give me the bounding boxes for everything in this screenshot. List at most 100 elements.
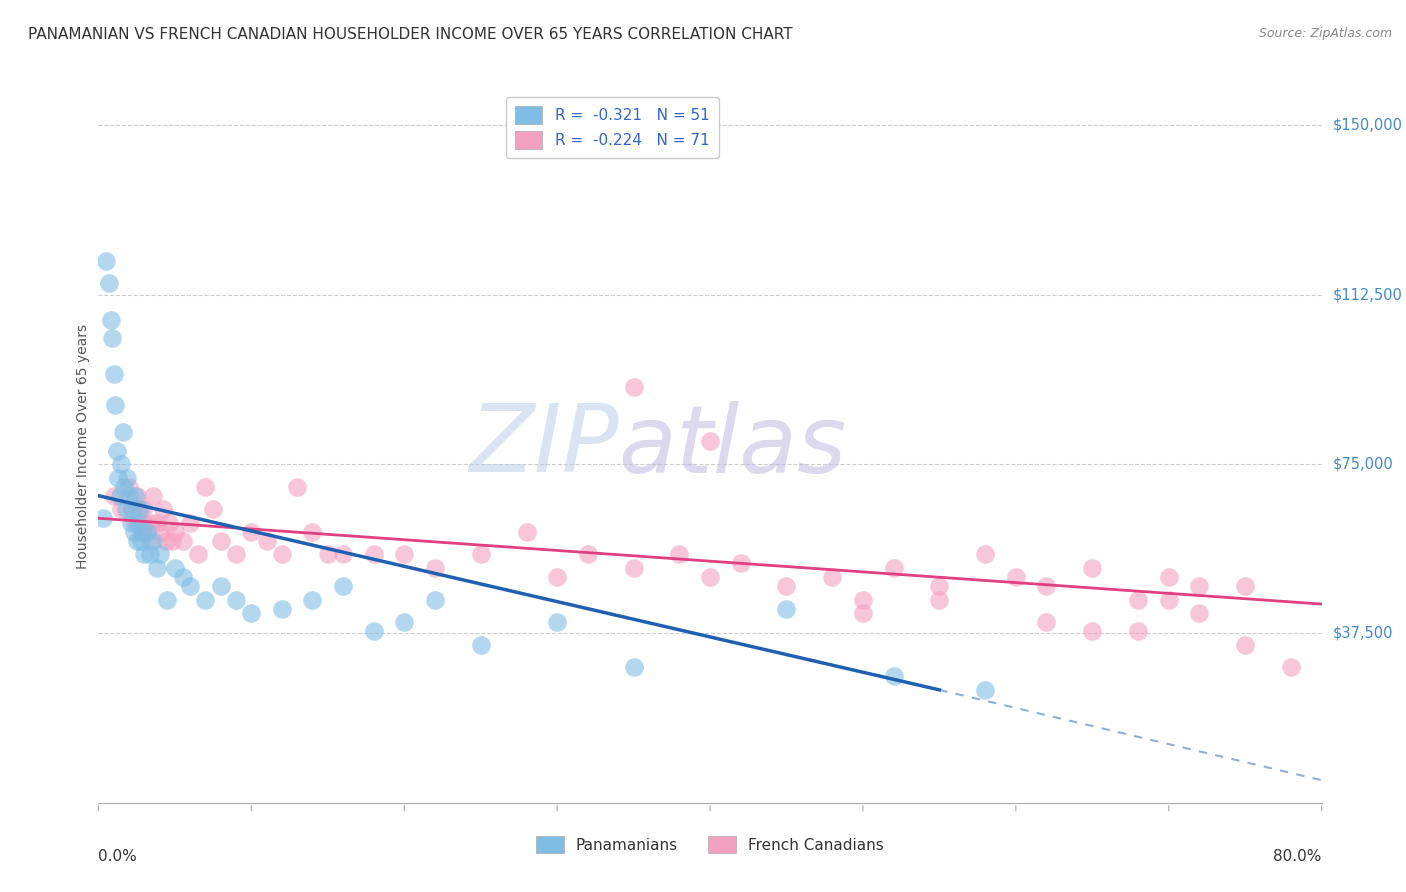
Point — [668, 548, 690, 562]
Point — [209, 579, 232, 593]
Point — [101, 330, 124, 344]
Point — [104, 398, 127, 412]
Text: 80.0%: 80.0% — [1274, 849, 1322, 864]
Point — [928, 579, 950, 593]
Point — [129, 524, 152, 539]
Point — [136, 524, 159, 539]
Point — [516, 524, 538, 539]
Point — [332, 548, 354, 562]
Text: Source: ZipAtlas.com: Source: ZipAtlas.com — [1258, 27, 1392, 40]
Point — [225, 592, 247, 607]
Point — [110, 457, 132, 471]
Point — [194, 592, 217, 607]
Point — [209, 533, 232, 548]
Point — [623, 380, 645, 394]
Point — [128, 502, 150, 516]
Point — [623, 561, 645, 575]
Point — [125, 533, 148, 548]
Point — [98, 277, 121, 291]
Point — [139, 533, 162, 548]
Point — [1035, 615, 1057, 629]
Point — [883, 669, 905, 683]
Point — [128, 516, 150, 530]
Point — [225, 548, 247, 562]
Text: atlas: atlas — [619, 401, 846, 491]
Text: $150,000: $150,000 — [1333, 118, 1403, 133]
Point — [100, 312, 122, 326]
Point — [105, 443, 128, 458]
Point — [112, 480, 135, 494]
Point — [127, 516, 149, 530]
Point — [110, 502, 132, 516]
Point — [974, 548, 997, 562]
Point — [103, 489, 125, 503]
Point — [699, 434, 721, 449]
Point — [163, 561, 186, 575]
Y-axis label: Householder Income Over 65 years: Householder Income Over 65 years — [76, 324, 90, 568]
Point — [470, 638, 492, 652]
Point — [107, 470, 129, 484]
Point — [134, 516, 156, 530]
Point — [155, 533, 177, 548]
Point — [157, 516, 180, 530]
Point — [1279, 660, 1302, 674]
Text: $75,000: $75,000 — [1333, 457, 1393, 472]
Point — [94, 253, 117, 268]
Point — [120, 516, 142, 530]
Point — [124, 516, 146, 530]
Point — [163, 524, 186, 539]
Point — [152, 502, 174, 516]
Point — [852, 606, 875, 620]
Point — [156, 592, 179, 607]
Point — [240, 606, 263, 620]
Point — [301, 592, 323, 607]
Point — [1234, 638, 1257, 652]
Point — [423, 592, 446, 607]
Point — [332, 579, 354, 593]
Point — [316, 548, 339, 562]
Point — [172, 533, 194, 548]
Point — [127, 502, 149, 516]
Point — [91, 511, 114, 525]
Point — [129, 533, 152, 548]
Point — [108, 489, 131, 503]
Point — [928, 592, 950, 607]
Point — [132, 502, 155, 516]
Point — [1035, 579, 1057, 593]
Point — [301, 524, 323, 539]
Point — [117, 470, 139, 484]
Point — [1188, 606, 1211, 620]
Point — [187, 548, 209, 562]
Point — [149, 548, 172, 562]
Point — [139, 548, 162, 562]
Legend: Panamanians, French Canadians: Panamanians, French Canadians — [530, 830, 890, 859]
Point — [136, 524, 159, 539]
Point — [546, 570, 568, 584]
Point — [145, 516, 167, 530]
Text: $37,500: $37,500 — [1333, 626, 1393, 641]
Point — [172, 570, 194, 584]
Point — [470, 548, 492, 562]
Point — [142, 489, 165, 503]
Point — [1081, 624, 1104, 639]
Text: 0.0%: 0.0% — [98, 849, 138, 864]
Point — [775, 601, 797, 615]
Point — [1004, 570, 1026, 584]
Point — [363, 548, 385, 562]
Point — [363, 624, 385, 639]
Point — [134, 548, 156, 562]
Point — [775, 579, 797, 593]
Point — [122, 524, 145, 539]
Point — [821, 570, 844, 584]
Point — [256, 533, 278, 548]
Point — [285, 480, 308, 494]
Point — [730, 557, 752, 571]
Point — [1081, 561, 1104, 575]
Point — [699, 570, 721, 584]
Point — [392, 548, 416, 562]
Point — [1234, 579, 1257, 593]
Point — [852, 592, 875, 607]
Point — [423, 561, 446, 575]
Point — [194, 480, 217, 494]
Point — [883, 561, 905, 575]
